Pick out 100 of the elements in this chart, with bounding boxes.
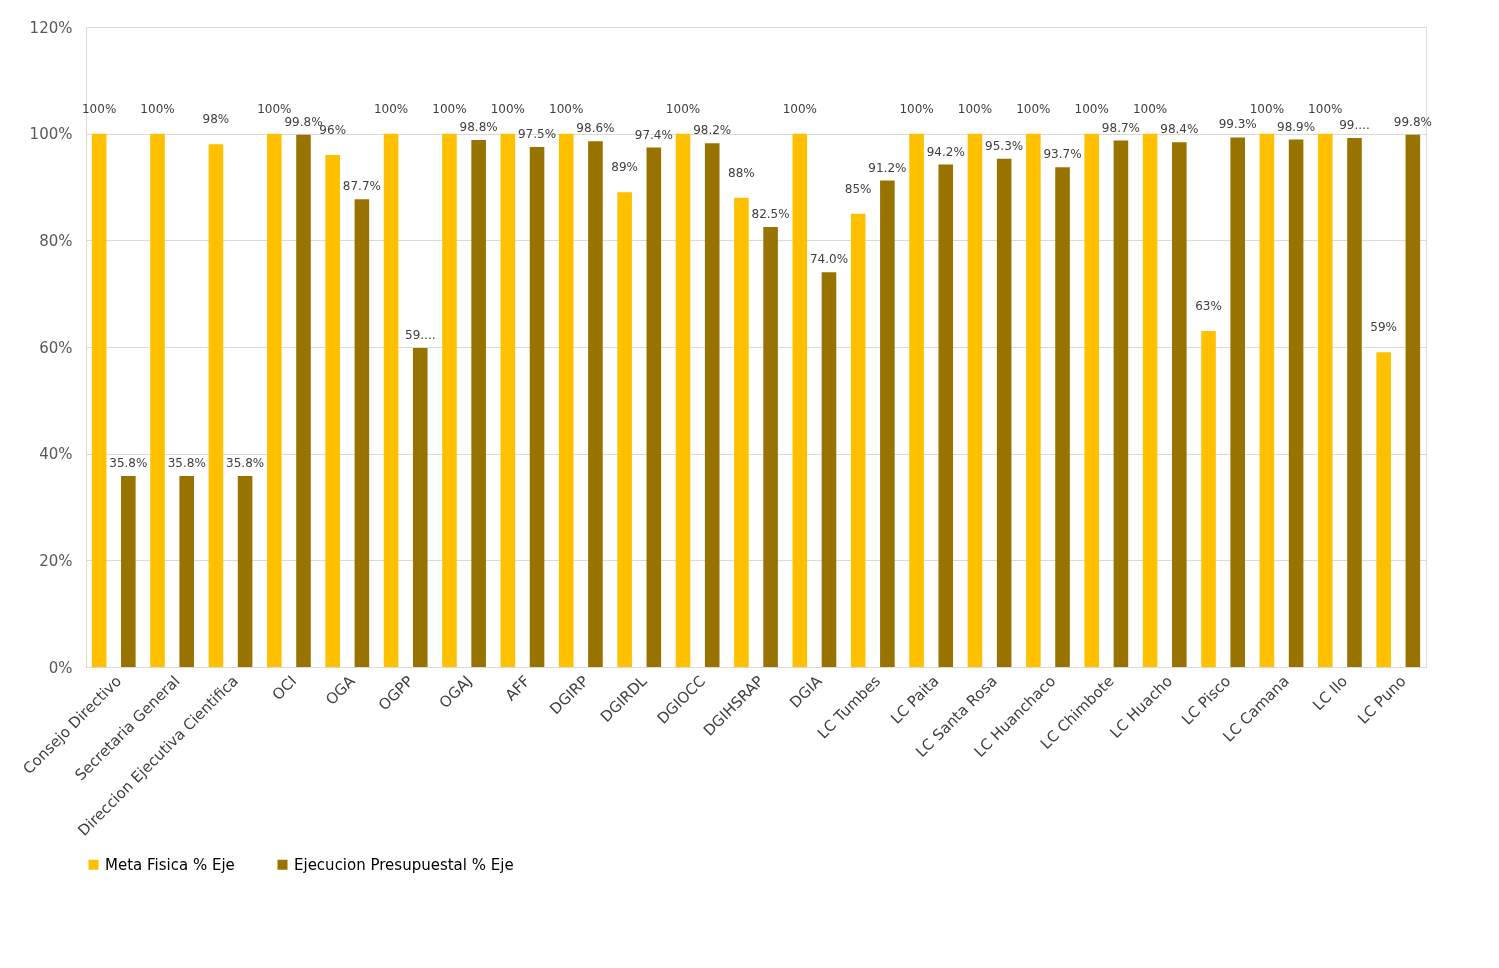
bar	[1084, 133, 1100, 667]
bar	[1259, 133, 1275, 667]
data-label: 99.8%	[1393, 114, 1432, 129]
data-label: 98.6%	[576, 121, 615, 136]
data-label: 100%	[957, 101, 993, 116]
legend-label: Ejecucion Presupuestal % Eje	[294, 855, 514, 874]
data-label: 98.8%	[459, 120, 498, 135]
bar	[558, 133, 574, 667]
data-label: 88%	[728, 165, 755, 180]
bar	[734, 197, 749, 667]
data-label: 100%	[373, 101, 409, 116]
bar	[412, 348, 428, 667]
data-label: 100%	[782, 101, 817, 116]
data-label: 59%	[1370, 320, 1397, 335]
data-label: 74.0%	[809, 252, 849, 267]
y-tick-label: 100%	[29, 125, 73, 144]
bar	[121, 476, 136, 667]
data-label: 59....	[405, 328, 436, 343]
bar	[1288, 139, 1304, 667]
bar	[1113, 140, 1129, 667]
bar	[1172, 142, 1187, 667]
bar	[675, 133, 691, 667]
bar	[1347, 137, 1362, 667]
data-label: 100%	[1132, 101, 1168, 116]
bar	[529, 147, 545, 667]
bar	[1405, 134, 1421, 667]
data-label: 91.2%	[868, 160, 907, 175]
data-label: 98.7%	[1101, 120, 1140, 135]
y-tick-label: 120%	[29, 18, 73, 37]
data-label: 97.5%	[517, 127, 557, 141]
data-label: 94.2%	[926, 144, 965, 159]
bar	[704, 143, 720, 667]
bar	[471, 140, 486, 667]
bar	[296, 134, 311, 667]
bar	[237, 476, 253, 667]
bar	[442, 133, 457, 667]
x-tick-label: OCI	[268, 672, 301, 704]
bar	[617, 192, 632, 667]
data-label: 100%	[257, 101, 292, 116]
bar	[354, 199, 370, 667]
data-label: 100%	[140, 101, 175, 116]
bar	[792, 133, 808, 667]
bar	[588, 141, 603, 667]
bar	[1055, 167, 1070, 667]
y-tick-label: 80%	[39, 231, 73, 250]
data-label: 95.3%	[985, 138, 1024, 153]
data-label: 87.7%	[342, 179, 381, 194]
bar	[996, 158, 1012, 667]
bar	[1142, 133, 1158, 667]
bar	[383, 133, 399, 667]
data-label: 100%	[81, 101, 117, 116]
data-label: 35.8%	[167, 456, 206, 471]
data-label: 89%	[611, 160, 638, 175]
x-tick-label: LC Ilo	[1309, 672, 1352, 715]
y-tick-label: 40%	[39, 445, 73, 464]
data-label: 100%	[1016, 101, 1051, 116]
bar	[1317, 133, 1333, 667]
bar	[821, 272, 837, 667]
bar	[1026, 133, 1041, 667]
bar	[179, 476, 195, 667]
data-label: 100%	[899, 101, 934, 116]
data-label: 99.3%	[1218, 117, 1257, 132]
data-label: 85%	[844, 181, 872, 196]
data-label: 100%	[665, 101, 701, 116]
data-label: 35.8%	[226, 456, 265, 471]
bar	[909, 133, 924, 667]
data-label: 100%	[549, 101, 584, 116]
bar	[938, 164, 954, 667]
y-tick-label: 0%	[48, 658, 73, 677]
data-label: 100%	[1249, 101, 1285, 116]
bar	[267, 133, 282, 667]
bar	[1376, 352, 1391, 667]
data-label: 100%	[432, 101, 467, 116]
data-label: 35.8%	[109, 456, 148, 471]
data-label: 97.4%	[634, 127, 673, 142]
y-tick-label: 20%	[39, 551, 73, 570]
bar	[150, 133, 165, 667]
data-label: 100%	[1074, 101, 1109, 116]
bar	[880, 180, 895, 667]
bar	[1230, 137, 1245, 667]
y-tick-label: 60%	[39, 338, 73, 357]
legend-label: Meta Fisica % Eje	[105, 855, 235, 874]
bar	[325, 155, 340, 667]
data-label: 98.4%	[1160, 122, 1199, 137]
data-label: 63%	[1195, 299, 1222, 313]
data-label: 82.5%	[751, 207, 790, 221]
bar	[967, 133, 983, 667]
data-label: 98.9%	[1277, 119, 1316, 134]
bar	[850, 213, 866, 667]
data-label: 98.2%	[693, 123, 732, 138]
bar	[208, 144, 224, 667]
data-label: 99....	[1339, 117, 1370, 132]
bar	[646, 147, 662, 667]
data-label: 98%	[202, 112, 230, 127]
bar	[763, 227, 778, 667]
bar	[91, 133, 107, 667]
bar	[500, 133, 516, 667]
bar	[1201, 331, 1216, 667]
data-label: 100%	[1308, 101, 1343, 116]
data-label: 93.7%	[1043, 147, 1082, 162]
